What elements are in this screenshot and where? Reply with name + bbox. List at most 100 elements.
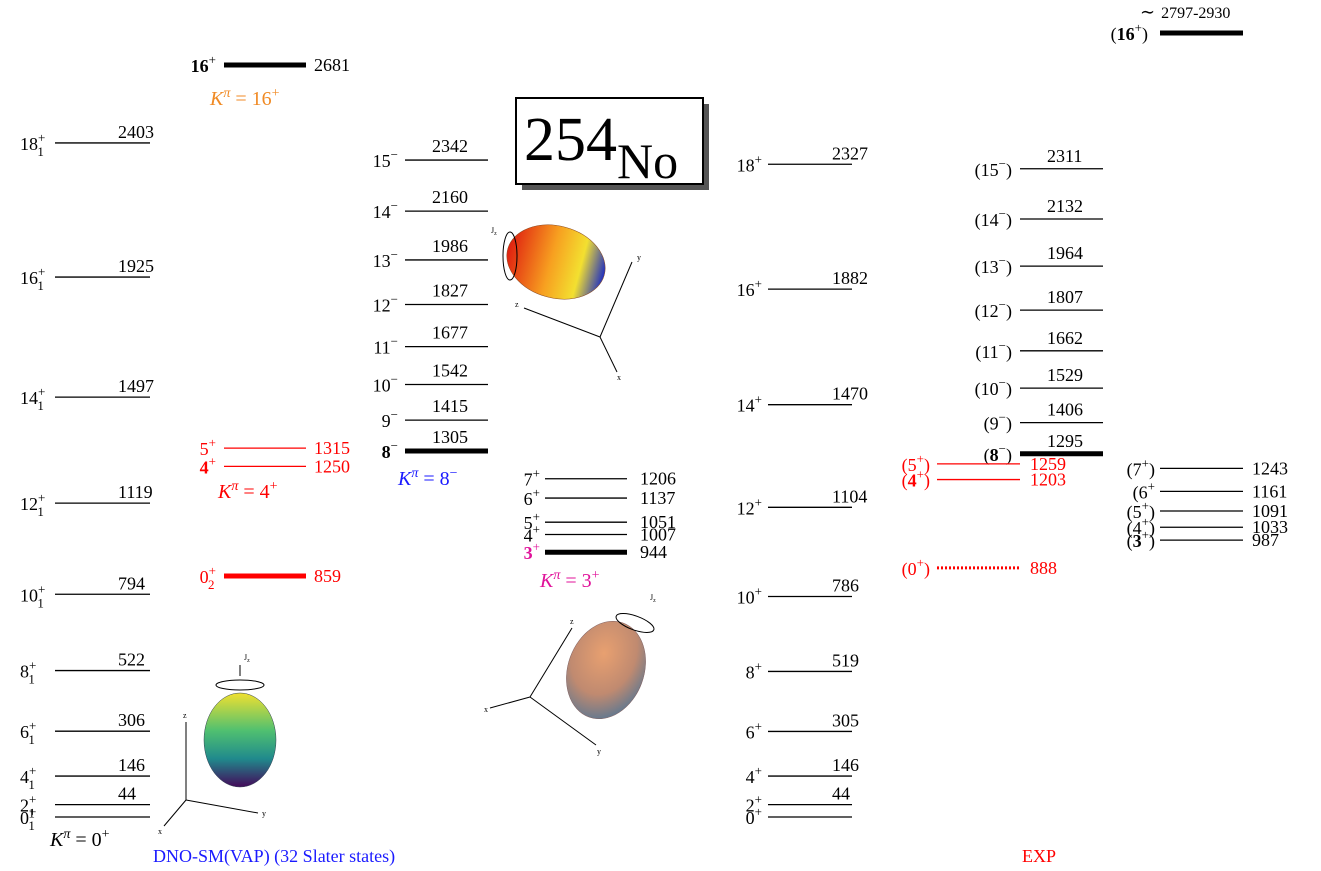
- pi: π: [223, 86, 231, 101]
- axis-z: z: [570, 617, 574, 626]
- spin: 5: [524, 513, 533, 533]
- spin: 11: [981, 342, 998, 362]
- spin-label: (15−): [975, 156, 1012, 181]
- spin: 13: [373, 251, 391, 271]
- spin-label: J: [491, 226, 494, 235]
- sub-index: 1: [28, 818, 35, 833]
- parity: +: [917, 467, 924, 482]
- parity: +: [29, 658, 36, 673]
- spin: 9: [382, 411, 391, 431]
- band-value: = 3: [560, 570, 591, 592]
- spin-label: 4+ 1: [20, 763, 36, 792]
- paren-open: (: [975, 379, 981, 400]
- parity: +: [755, 763, 762, 778]
- paren-open: (: [902, 471, 908, 492]
- band-parity: +: [592, 568, 600, 583]
- axis-y: y: [262, 809, 266, 818]
- spin-label: 12+ 1: [20, 490, 45, 519]
- energy-label: 1882: [832, 268, 868, 288]
- parity: +: [755, 494, 762, 509]
- spin: 11: [373, 338, 390, 358]
- spin: 12: [981, 301, 999, 321]
- parity: +: [29, 763, 36, 778]
- parity: −: [391, 438, 398, 453]
- energy-label: 1259: [1030, 454, 1066, 474]
- energy-label: 1206: [640, 469, 676, 489]
- paren-open: (: [902, 559, 908, 580]
- paren-open: (: [1127, 531, 1133, 552]
- title: 254No: [524, 106, 678, 189]
- parity: +: [755, 792, 762, 807]
- band-value: = 16: [230, 88, 271, 110]
- axis-x: x: [484, 705, 488, 714]
- energy-label: 1406: [1047, 400, 1083, 420]
- parity: −: [391, 198, 398, 213]
- spin: 9: [990, 414, 999, 434]
- energy-label: 1161: [1252, 481, 1287, 501]
- spin: 0: [20, 808, 29, 828]
- spin: 6: [746, 722, 755, 742]
- energy-label: 1203: [1030, 470, 1066, 490]
- energy-label: 1662: [1047, 328, 1083, 348]
- energy-label: 1827: [432, 281, 468, 301]
- spin: 8: [990, 445, 999, 465]
- spin-label: 8+: [746, 658, 762, 682]
- energy-label: 1497: [118, 376, 154, 396]
- parity: +: [38, 581, 45, 596]
- band-value: = 4: [238, 481, 269, 503]
- spin-label: (5+): [1127, 498, 1155, 523]
- spin-sub: z: [247, 658, 250, 664]
- paren-open: (: [975, 160, 981, 181]
- spin-label: 10+ 1: [20, 581, 45, 610]
- spin-label: 15−: [373, 147, 398, 171]
- energy-label: 794: [118, 573, 145, 593]
- paren-open: (: [984, 414, 990, 435]
- sub-index: 1: [28, 777, 35, 792]
- sub-index: 1: [37, 595, 44, 610]
- sub-index: 1: [37, 278, 44, 293]
- spin: 16: [20, 268, 38, 288]
- parity: +: [533, 466, 540, 481]
- spin: 4: [908, 471, 917, 491]
- spin-label: 16+: [737, 276, 762, 300]
- paren-close: ): [924, 471, 930, 492]
- energy-label: 2132: [1047, 196, 1083, 216]
- svg-text:Jz: Jz: [650, 593, 656, 604]
- spin-label: 18+: [737, 151, 762, 175]
- parity: +: [38, 490, 45, 505]
- energy-label: 2311: [1047, 146, 1082, 166]
- energy-label: 1243: [1252, 458, 1288, 478]
- band-label: Kπ = 3+: [539, 568, 600, 592]
- energy-label: 1104: [832, 486, 867, 506]
- parity: +: [917, 555, 924, 570]
- experiment-caption: EXP: [1022, 846, 1056, 866]
- spin: 2: [746, 796, 755, 816]
- sub-index: 1: [37, 144, 44, 159]
- spin: 5: [908, 455, 917, 475]
- energy-label: 888: [1030, 558, 1057, 578]
- paren-open: (: [975, 257, 981, 278]
- parity: −: [391, 247, 398, 262]
- spin-label: 4+: [524, 522, 540, 546]
- spin: 10: [20, 585, 38, 605]
- spin-label: 2+ 1: [20, 792, 36, 821]
- energy-label: 1250: [314, 456, 350, 476]
- element: No: [617, 133, 678, 189]
- sub-index: 1: [37, 398, 44, 413]
- paren-open: (: [975, 210, 981, 231]
- band-parity: −: [450, 466, 458, 481]
- spin-label: 11−: [373, 334, 398, 358]
- axis-x: x: [617, 373, 621, 382]
- spin-label: J: [650, 593, 653, 602]
- parity: −: [999, 156, 1006, 171]
- sub-index: 1: [37, 504, 44, 519]
- spin: 0: [746, 808, 755, 828]
- paren-open: (: [1111, 24, 1117, 45]
- spin-label: 3+: [524, 539, 540, 563]
- band-label: Kπ = 8−: [397, 466, 458, 490]
- paren-close: ): [1006, 160, 1012, 181]
- spin: 8: [746, 662, 755, 682]
- energy-label: 44: [118, 784, 136, 804]
- spin-label: 5+: [200, 435, 216, 459]
